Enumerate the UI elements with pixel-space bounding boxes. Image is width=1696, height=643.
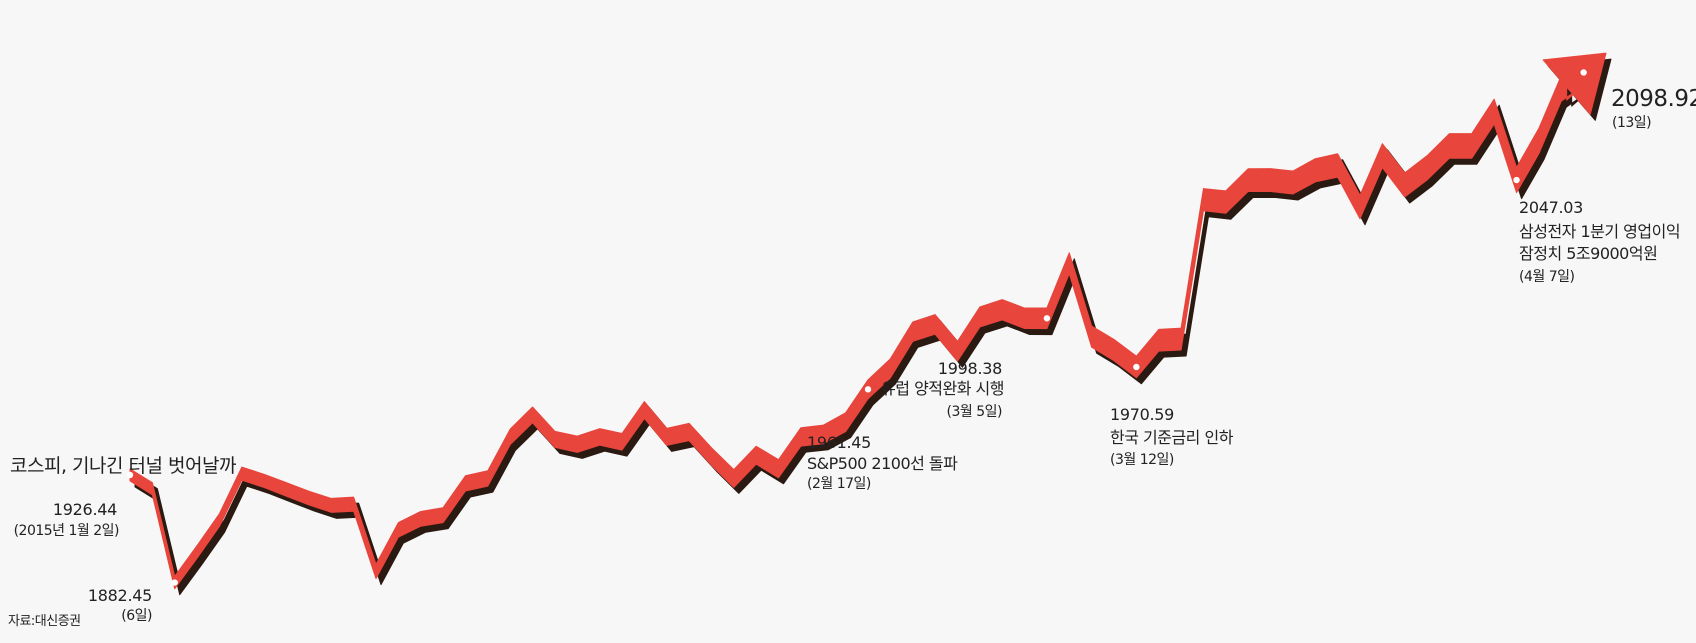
qe-date-label: (3월 5일) bbox=[947, 404, 1002, 420]
sp500-event-label: S&P500 2100선 돌파 bbox=[807, 454, 958, 473]
start-point-dot bbox=[126, 471, 134, 479]
low-point-dot bbox=[171, 579, 178, 586]
dot-layer bbox=[126, 69, 1587, 586]
samsung-value-label: 2047.03 bbox=[1519, 198, 1583, 217]
rate-point-dot bbox=[1133, 363, 1140, 371]
qe-point-dot bbox=[1043, 315, 1051, 322]
arrow-head bbox=[1542, 52, 1607, 115]
start-value-label: 1926.44 bbox=[53, 500, 117, 519]
series-line bbox=[129, 59, 1585, 590]
series-line-shadow bbox=[134, 65, 1590, 596]
sp500-point-dot bbox=[864, 386, 872, 393]
rate-date-label: (3월 12일) bbox=[1110, 452, 1174, 468]
source-label: 자료:대신증권 bbox=[8, 614, 81, 629]
qe-event-label: 유럽 양적완화 시행 bbox=[881, 379, 1004, 398]
sp500-date-label: (2월 17일) bbox=[807, 476, 871, 492]
low-value-label: 1882.45 bbox=[88, 586, 152, 605]
final-point-dot bbox=[1580, 69, 1587, 76]
rate-value-label: 1970.59 bbox=[1110, 405, 1174, 424]
chart-title: 코스피, 기나긴 터널 벗어날까 bbox=[10, 455, 236, 477]
final-value-label: 2098.92 bbox=[1611, 86, 1696, 112]
samsung-event-label-1: 삼성전자 1분기 영업이익 bbox=[1519, 222, 1680, 241]
rate-event-label: 한국 기준금리 인하 bbox=[1110, 428, 1234, 447]
qe-value-label: 1998.38 bbox=[938, 359, 1002, 378]
start-date-label: (2015년 1월 2일) bbox=[14, 523, 119, 539]
ribbon-layer bbox=[129, 52, 1612, 596]
samsung-date-label: (4월 7일) bbox=[1519, 269, 1574, 285]
low-date-label: (6일) bbox=[121, 608, 152, 624]
samsung-event-label-2: 잠정치 5조9000억원 bbox=[1519, 244, 1657, 263]
final-date-label: (13일) bbox=[1612, 115, 1651, 131]
sp500-value-label: 1961.45 bbox=[807, 433, 871, 452]
samsung-point-dot bbox=[1513, 176, 1520, 184]
